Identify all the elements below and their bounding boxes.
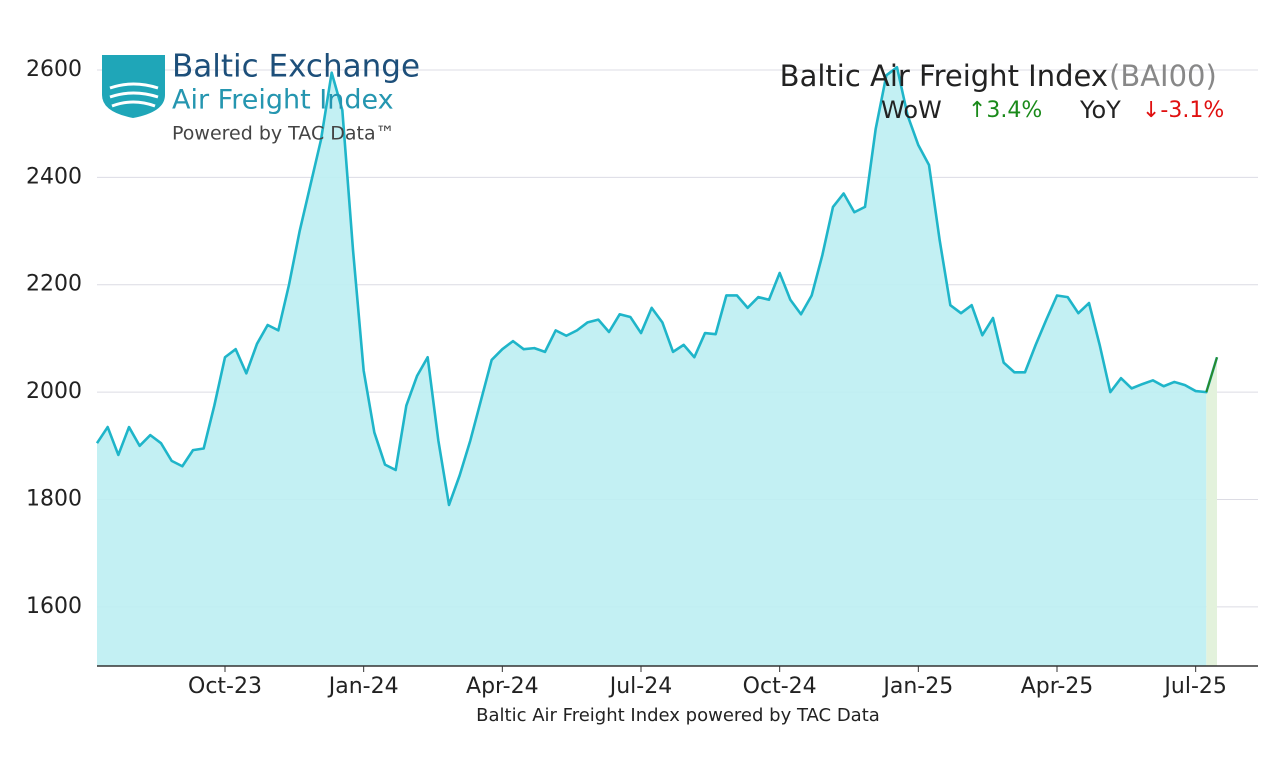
x-tick-label: Jan-25	[881, 674, 953, 699]
last-area	[1206, 357, 1217, 666]
y-tick-label: 1800	[26, 487, 82, 512]
x-tick-label: Jul-25	[1162, 674, 1226, 699]
yoy-label: YoY	[1079, 96, 1121, 124]
logo: Baltic Exchange Air Freight Index Powere…	[102, 49, 420, 145]
wow-change: ↑3.4%	[968, 98, 1042, 123]
yoy-change: ↓-3.1%	[1142, 98, 1224, 123]
x-tick-label: Jan-24	[327, 674, 399, 699]
logo-product: Air Freight Index	[172, 85, 394, 116]
wow-label: WoW	[881, 96, 942, 124]
plot: 1600 1800 2000 2200 2400 2600 Oct-23 Jan-24 Apr-…	[26, 57, 1258, 699]
y-tick-label: 2400	[26, 164, 82, 189]
x-tick-label: Oct-24	[743, 674, 817, 699]
x-tick-label: Jul-24	[608, 674, 672, 699]
last-segment	[1205, 356, 1218, 393]
x-tick-label: Apr-25	[1021, 674, 1094, 699]
logo-shield	[102, 55, 165, 118]
x-tick-label: Apr-24	[466, 674, 539, 699]
y-tick-label: 2200	[26, 272, 82, 297]
x-tick-label: Oct-23	[188, 674, 262, 699]
logo-waves	[109, 82, 159, 108]
y-tick-label: 1600	[26, 594, 82, 619]
y-tick-label: 2600	[26, 57, 82, 82]
chart-title: Baltic Air Freight Index	[780, 59, 1108, 93]
area	[97, 67, 1207, 666]
logo-name: Baltic Exchange	[172, 49, 420, 85]
x-axis-label: Baltic Air Freight Index powered by TAC …	[476, 705, 880, 726]
logo-tagline: Powered by TAC Data™	[172, 123, 395, 145]
line	[95, 65, 1219, 507]
y-tick-label: 2000	[26, 379, 82, 404]
index-code: (BAI00)	[1109, 59, 1217, 93]
